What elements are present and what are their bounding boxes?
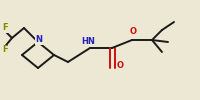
Text: F: F: [2, 46, 8, 54]
Text: HN: HN: [81, 38, 95, 46]
Text: O: O: [116, 62, 124, 70]
Text: O: O: [130, 28, 136, 36]
Text: N: N: [36, 36, 42, 44]
Text: F: F: [2, 24, 8, 32]
